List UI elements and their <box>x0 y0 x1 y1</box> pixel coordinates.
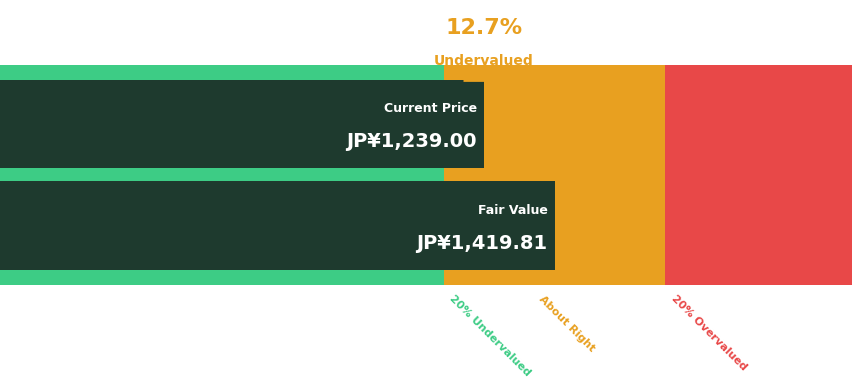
Text: 20% Undervalued: 20% Undervalued <box>447 294 532 378</box>
Bar <box>0 80 483 168</box>
Text: Current Price: Current Price <box>383 102 476 115</box>
Text: Undervalued: Undervalued <box>434 54 533 68</box>
Bar <box>443 65 665 285</box>
Text: Fair Value: Fair Value <box>477 204 547 217</box>
Bar <box>0 65 443 285</box>
Text: JP¥1,419.81: JP¥1,419.81 <box>416 234 547 253</box>
Bar <box>665 65 852 285</box>
Text: About Right: About Right <box>537 294 596 353</box>
Bar <box>0 181 554 269</box>
Text: JP¥1,239.00: JP¥1,239.00 <box>346 132 476 151</box>
Text: 12.7%: 12.7% <box>445 18 522 38</box>
Text: 20% Overvalued: 20% Overvalued <box>669 294 748 373</box>
